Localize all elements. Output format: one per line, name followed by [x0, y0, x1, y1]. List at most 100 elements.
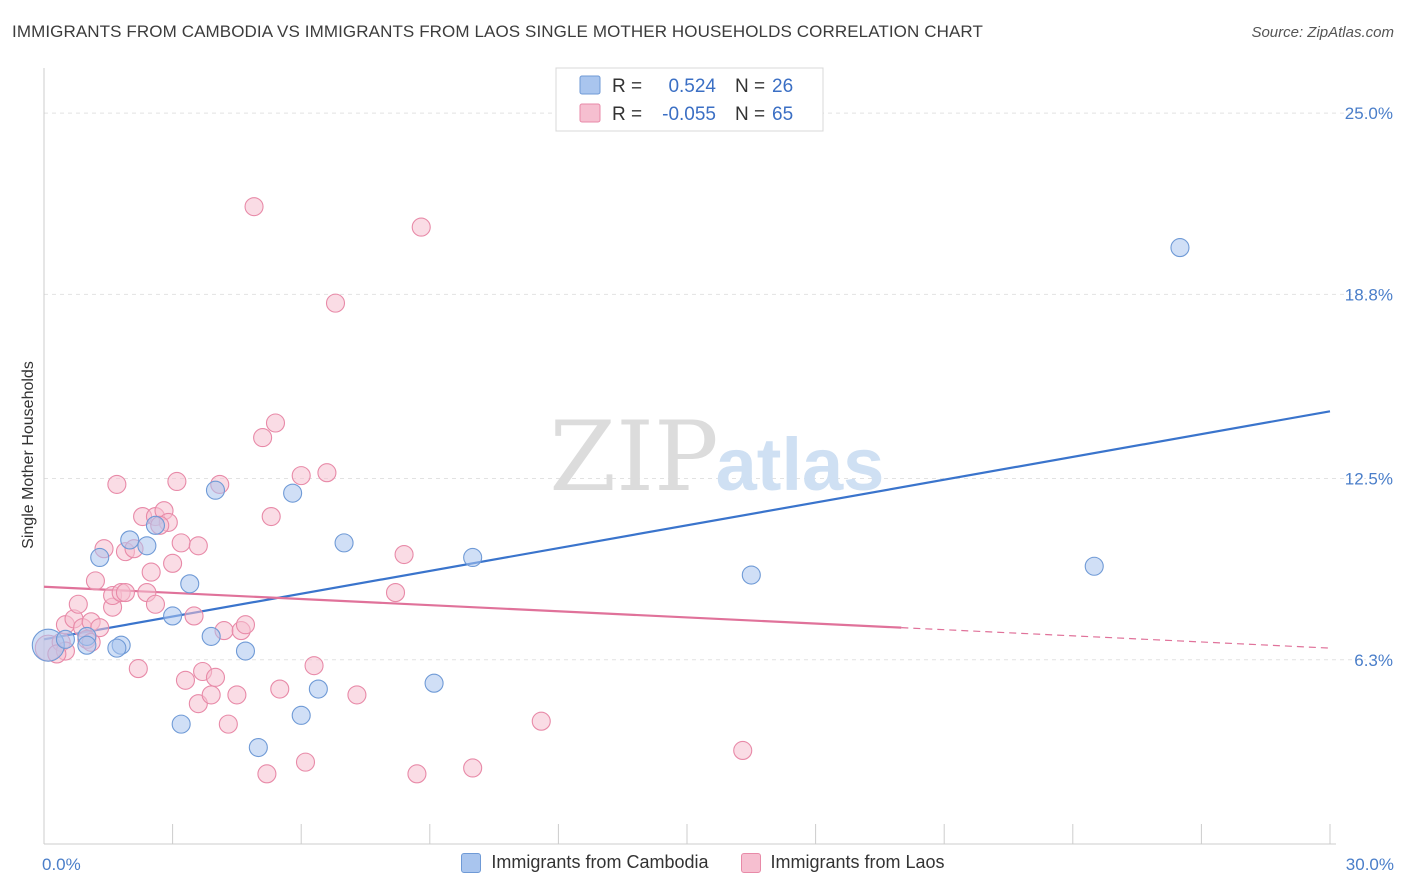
- point-series0-10: [171, 714, 191, 734]
- point-series0-17: [291, 705, 311, 725]
- legend-r-value-1: 0.524: [668, 76, 716, 97]
- point-series0-24: [1170, 238, 1190, 258]
- y-tick-labels: 6.3% 12.5% 18.8% 25.0%: [1345, 104, 1393, 670]
- point-series1-49: [295, 752, 316, 772]
- legend-swatch-cambodia: [579, 75, 601, 95]
- point-series1-61: [244, 197, 264, 217]
- point-series1-10: [85, 571, 105, 591]
- point-series1-29: [171, 533, 191, 553]
- point-series0-5: [90, 547, 110, 568]
- point-series1-39: [218, 714, 238, 734]
- point-series1-23: [145, 594, 166, 614]
- point-series0-25: [107, 638, 127, 658]
- source-label: Source: ZipAtlas.com: [1251, 24, 1394, 41]
- point-series1-58: [463, 758, 483, 778]
- legend-swatch-laos-bottom: [740, 852, 761, 873]
- point-series1-33: [188, 536, 208, 556]
- point-series1-16: [115, 583, 135, 603]
- point-series1-51: [317, 463, 337, 483]
- legend-label-laos: Immigrants from Laos: [770, 852, 945, 872]
- point-series0-1: [55, 629, 75, 649]
- legend-item-cambodia: Immigrants from Cambodia: [461, 852, 709, 873]
- point-series0-19: [334, 533, 354, 553]
- point-series1-42: [235, 615, 256, 635]
- point-series0-15: [248, 737, 268, 758]
- x-tick-label-0: 0.0%: [42, 855, 81, 874]
- point-series0-3: [77, 635, 97, 655]
- correlation-legend: R = 0.524 N = 26 R = -0.055 N = 65: [555, 67, 824, 132]
- point-series1-56: [407, 764, 427, 784]
- watermark: ZIP atlas: [549, 401, 884, 513]
- legend-r-label-1: R =: [612, 76, 642, 97]
- point-series1-48: [291, 466, 311, 486]
- legend-swatch-laos: [579, 103, 601, 123]
- y-tick-label-2: 18.8%: [1345, 285, 1393, 304]
- point-series1-59: [531, 711, 551, 731]
- watermark-zip: ZIP: [549, 401, 718, 513]
- point-series1-35: [201, 685, 221, 705]
- series-legend: Immigrants from Cambodia Immigrants from…: [0, 852, 1406, 873]
- y-tick-label-1: 12.5%: [1345, 470, 1393, 489]
- legend-n-value-1: 26: [772, 76, 793, 97]
- point-series1-54: [385, 583, 406, 603]
- point-series1-31: [184, 606, 204, 626]
- point-series0-18: [308, 679, 328, 699]
- point-series0-22: [741, 565, 761, 585]
- chart-title: IMMIGRANTS FROM CAMBODIA VS IMMIGRANTS F…: [12, 22, 983, 41]
- y-axis-label: Single Mother Households: [20, 361, 37, 549]
- trend-line-dashed-1: [901, 627, 1331, 649]
- point-series1-40: [227, 685, 247, 705]
- point-series1-36: [205, 667, 226, 687]
- point-series0-11: [180, 574, 200, 594]
- point-series1-22: [141, 562, 161, 582]
- point-series0-23: [1084, 556, 1104, 576]
- point-series1-47: [270, 679, 290, 699]
- watermark-atlas: atlas: [716, 423, 885, 506]
- point-series0-8: [145, 515, 166, 535]
- point-series1-53: [347, 685, 367, 705]
- point-series1-52: [325, 293, 346, 313]
- point-series0-21: [463, 547, 483, 568]
- point-series0-7: [137, 536, 157, 556]
- point-series1-27: [163, 553, 183, 573]
- point-series1-5: [68, 594, 88, 614]
- y-tick-label-3: 25.0%: [1345, 104, 1393, 123]
- point-series1-45: [261, 506, 281, 527]
- point-series0-16: [283, 483, 303, 503]
- legend-item-laos: Immigrants from Laos: [740, 852, 945, 873]
- y-tick-label-0: 6.3%: [1354, 651, 1393, 670]
- point-series1-60: [733, 740, 753, 760]
- legend-swatch-cambodia-bottom: [461, 852, 482, 873]
- grid-lines: [44, 112, 1366, 661]
- point-series1-46: [265, 413, 286, 433]
- legend-n-label-1: N =: [735, 76, 765, 97]
- point-series1-28: [167, 471, 187, 492]
- point-series1-14: [107, 474, 127, 494]
- point-series1-43: [253, 428, 273, 448]
- point-series1-55: [394, 545, 414, 565]
- point-series0-14: [235, 641, 256, 661]
- data-points: [31, 197, 1190, 784]
- point-series1-44: [257, 764, 277, 784]
- legend-label-cambodia: Immigrants from Cambodia: [491, 852, 709, 872]
- trend-lines: [43, 410, 1331, 649]
- point-series1-50: [304, 656, 324, 676]
- point-series1-30: [175, 670, 196, 690]
- legend-n-value-2: 65: [772, 104, 793, 125]
- axes: [43, 68, 1336, 845]
- point-series1-57: [411, 217, 431, 237]
- legend-r-value-2: -0.055: [662, 104, 716, 125]
- point-series0-6: [120, 530, 140, 550]
- legend-n-label-2: N =: [735, 104, 765, 125]
- x-tick-label-1: 30.0%: [1346, 855, 1394, 874]
- point-series0-12: [201, 626, 221, 646]
- point-series0-9: [163, 606, 183, 626]
- point-series0-20: [424, 673, 444, 693]
- x-tick-labels: 0.0% 30.0%: [42, 855, 1394, 874]
- point-series0-13: [205, 480, 226, 500]
- trend-line-1: [43, 585, 902, 629]
- legend-r-label-2: R =: [612, 104, 642, 125]
- trend-line-0: [43, 410, 1331, 641]
- point-series1-19: [128, 659, 148, 679]
